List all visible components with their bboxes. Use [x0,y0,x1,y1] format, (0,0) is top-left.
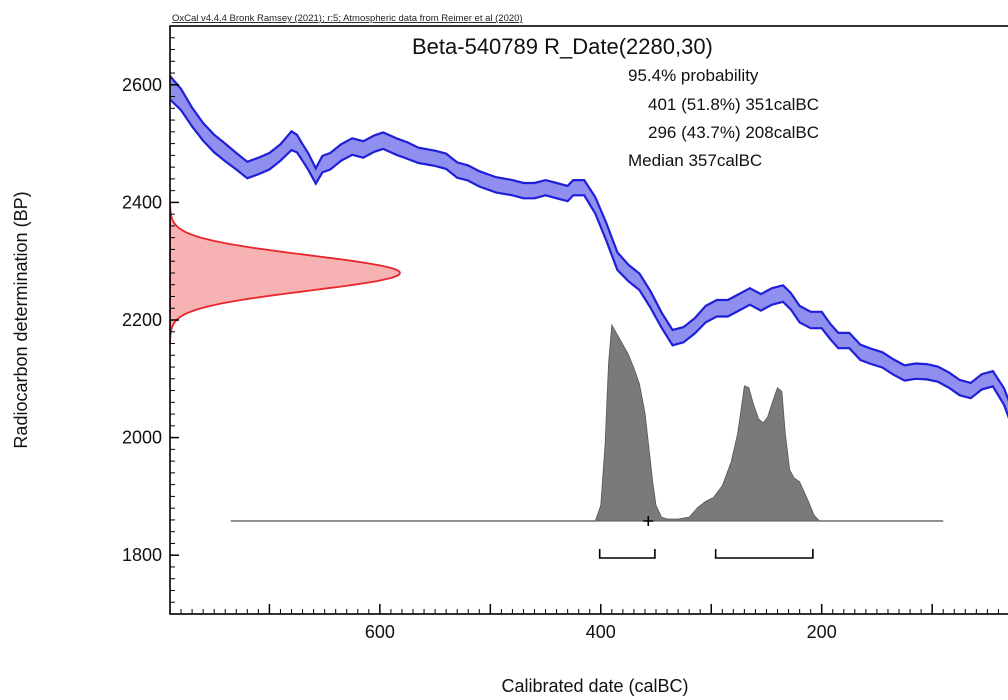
calibration-curve-lower [170,98,1008,419]
likelihood-curve [170,201,401,345]
range-2-text: 296 (43.7%) 208calBC [648,123,819,142]
x-tick-label: 600 [365,622,395,642]
range-bracket-2 [714,549,814,559]
y-axis-title: Radiocarbon determination (BP) [11,191,31,448]
posterior-distribution [594,323,821,522]
median-text: Median 357calBC [628,151,762,170]
x-tick-label: 200 [807,622,837,642]
plot-area [170,75,1008,559]
calibration-curve-upper [170,75,1008,402]
chart-title: Beta-540789 R_Date(2280,30) [412,34,713,59]
y-tick-label: 2600 [122,75,162,95]
y-tick-label: 2000 [122,428,162,448]
software-header: OxCal v4.4.4 Bronk Ramsey (2021); r:5; A… [172,13,523,24]
plot-frame [169,25,1008,615]
range-bracket-1 [598,549,656,559]
y-tick-label: 2400 [122,192,162,212]
axis-ticks: 1800 2000 2200 2400 2600 600 400 200 [122,25,999,642]
x-tick-label: 400 [586,622,616,642]
y-tick-label: 2200 [122,310,162,330]
x-axis-title: Calibrated date (calBC) [501,676,688,696]
probability-label: 95.4% probability [628,66,759,85]
range-1-text: 401 (51.8%) 351calBC [648,95,819,114]
y-tick-label: 1800 [122,545,162,565]
median-marker [643,516,654,526]
